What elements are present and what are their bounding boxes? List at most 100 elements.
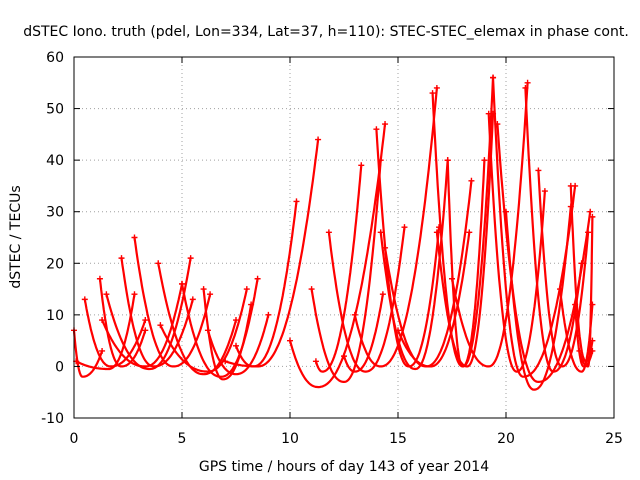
plus-marker (243, 286, 250, 293)
axes: 0 5 10 15 20 25 -10 0 10 20 30 40 50 60 (41, 50, 623, 447)
pass-curve (310, 159, 382, 383)
satellite-pass-30 (485, 110, 548, 373)
pass-curve (105, 257, 192, 371)
plus-marker (96, 275, 103, 282)
pass-curve (72, 329, 104, 378)
x-tick-label: 15 (389, 431, 407, 447)
pass-curve (450, 81, 529, 368)
satellite-pass-39 (576, 213, 596, 368)
satellite-pass-17 (308, 157, 384, 383)
plus-marker (557, 286, 563, 293)
plus-marker (189, 296, 196, 303)
x-axis-label: GPS time / hours of day 143 of year 2014 (199, 459, 489, 475)
satellite-pass-12 (200, 286, 255, 381)
x-tick-label: 25 (605, 431, 623, 447)
pass-curve (446, 159, 486, 368)
plus-marker (265, 311, 272, 318)
pass-curve (524, 86, 583, 373)
y-tick-label: 30 (46, 205, 64, 221)
plus-marker (233, 342, 239, 349)
chart-title: dSTEC Iono. truth (pdel, Lon=334, Lat=37… (23, 24, 629, 40)
pass-curve (379, 159, 449, 371)
plus-marker (155, 260, 162, 267)
plus-marker (142, 327, 149, 334)
pass-curve (487, 112, 546, 373)
y-tick-label: 60 (46, 50, 64, 66)
x-tick-label: 20 (497, 431, 515, 447)
data-series (71, 74, 596, 391)
plus-marker (503, 208, 509, 215)
pass-curve (133, 236, 212, 368)
pass-curve (558, 288, 594, 373)
plus-marker (468, 177, 475, 184)
plus-marker (118, 255, 125, 262)
satellite-pass-35 (535, 167, 592, 368)
y-tick-label: 40 (46, 153, 64, 169)
plus-marker (466, 229, 473, 236)
plus-marker (187, 255, 194, 262)
pass-curve (83, 298, 147, 368)
plus-marker (254, 275, 261, 282)
pass-curve (491, 76, 577, 378)
plus-marker (373, 126, 380, 133)
satellite-pass-6 (103, 255, 194, 371)
plus-marker (157, 322, 164, 329)
satellite-pass-34 (522, 84, 585, 373)
plus-marker (589, 213, 596, 220)
plus-marker (429, 90, 436, 97)
satellite-pass-20 (341, 291, 386, 373)
plus-marker (382, 121, 389, 128)
pass-curve (157, 262, 238, 376)
pass-curve (578, 215, 594, 368)
plus-marker (401, 224, 408, 231)
plus-marker (287, 337, 293, 344)
plus-marker (358, 162, 365, 169)
plus-marker (99, 347, 106, 354)
y-tick-label: 0 (55, 359, 64, 375)
plus-marker (131, 234, 138, 241)
plus-marker (377, 229, 384, 236)
plus-marker (576, 347, 583, 354)
pass-curve (342, 293, 384, 373)
plus-marker (103, 291, 110, 298)
plus-marker (222, 358, 229, 365)
satellite-pass-29 (449, 79, 531, 368)
pass-curve (75, 293, 136, 371)
satellite-pass-16 (287, 121, 389, 389)
satellite-pass-13 (204, 311, 272, 376)
plus-marker (522, 84, 529, 91)
x-tick-label: 10 (281, 431, 299, 447)
satellite-pass-14 (222, 136, 322, 368)
plus-marker (444, 157, 451, 164)
x-tick-label: 0 (70, 431, 79, 447)
plus-marker (379, 291, 386, 298)
pass-curve (224, 138, 320, 368)
plot-frame (73, 56, 615, 419)
plus-marker (587, 208, 594, 215)
y-tick-label: 20 (46, 256, 64, 272)
y-axis-label: dSTEC / TECUs (8, 185, 24, 288)
plus-marker (248, 301, 255, 308)
pass-curve (314, 164, 363, 373)
plus-marker (494, 121, 501, 128)
pass-curve (202, 288, 253, 381)
plus-marker (395, 327, 401, 334)
satellite-pass-28 (444, 157, 488, 368)
satellite-pass-7 (118, 255, 196, 368)
satellite-pass-3 (81, 296, 149, 368)
plus-marker (99, 317, 106, 324)
plus-marker (433, 229, 440, 236)
plus-marker (81, 296, 88, 303)
satellite-pass-8 (131, 234, 214, 368)
plus-marker (341, 353, 347, 360)
pass-curve (206, 313, 270, 376)
plus-marker (481, 157, 488, 164)
satellite-pass-9 (155, 260, 239, 376)
pass-curve (353, 86, 438, 368)
plus-marker (541, 188, 548, 195)
plus-marker (449, 275, 455, 282)
x-tick-label: 5 (178, 431, 187, 447)
pass-curve (375, 128, 441, 368)
satellite-pass-15 (233, 198, 300, 368)
